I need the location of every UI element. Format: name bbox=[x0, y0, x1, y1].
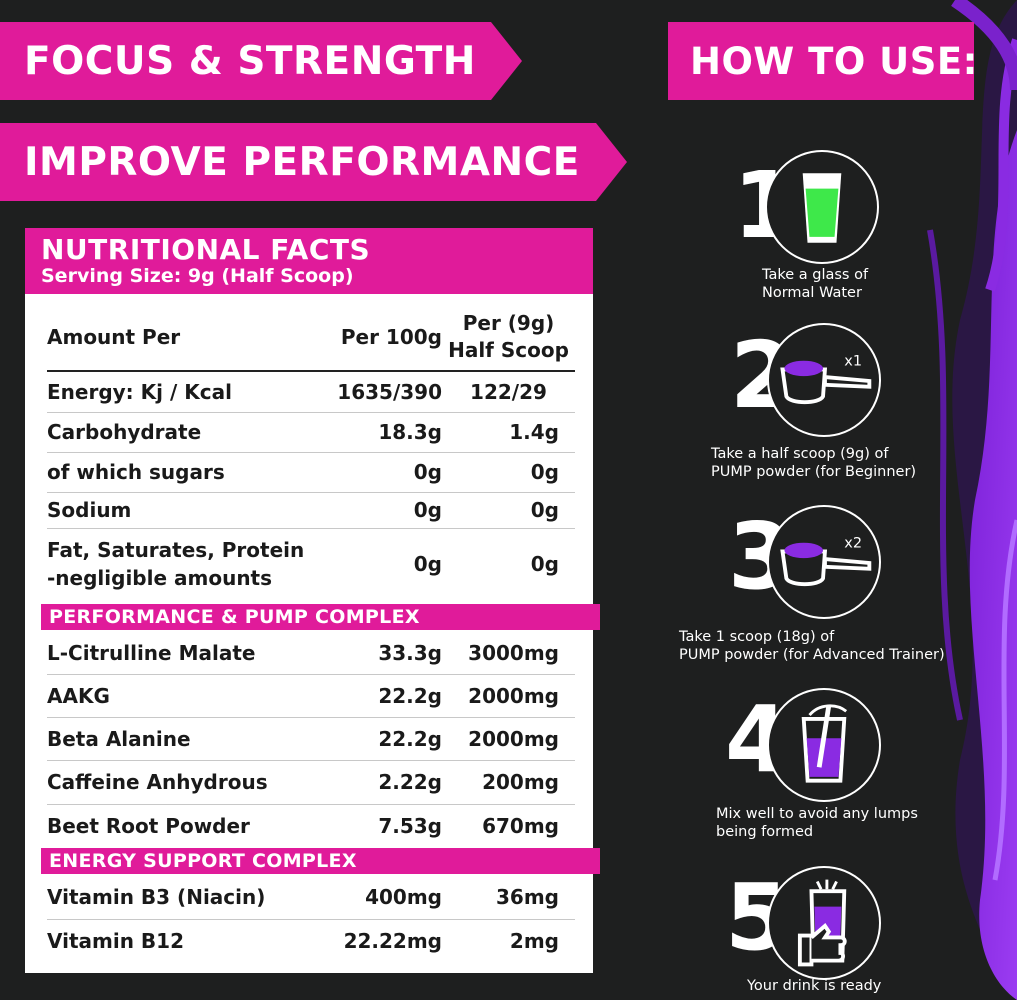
svg-text:x2: x2 bbox=[844, 536, 862, 552]
row-per100: 2.22g bbox=[378, 770, 442, 794]
row-per9: 0g bbox=[530, 498, 559, 522]
row-name: of which sugars bbox=[47, 460, 225, 484]
row-per9: 1.4g bbox=[509, 420, 559, 444]
row-per100: 22.2g bbox=[378, 726, 442, 751]
step-3-line1: Take 1 scoop (18g) of bbox=[679, 629, 835, 645]
table-header-row: Amount Per Per 100g Per (9g) Half Scoop bbox=[47, 304, 575, 372]
header-amount-per: Amount Per bbox=[47, 325, 181, 349]
row-per100: 400mg bbox=[365, 884, 442, 909]
row-per9: 0g bbox=[530, 552, 559, 576]
row-per100: 22.22mg bbox=[343, 929, 442, 953]
improve-performance-banner: IMPROVE PERFORMANCE bbox=[0, 123, 627, 201]
table-row: Beet Root Powder 7.53g 670mg bbox=[47, 804, 575, 848]
row-per9: 0g bbox=[530, 460, 559, 484]
table-row: of which sugars 0g 0g bbox=[47, 452, 575, 493]
facts-title: NUTRITIONAL FACTS bbox=[41, 233, 371, 266]
table-row: Beta Alanine 22.2g 2000mg bbox=[47, 717, 575, 761]
scoop-icon: x2 bbox=[767, 505, 881, 619]
header-per-100g: Per 100g bbox=[340, 325, 442, 349]
step-1-text: Take a glass of Normal Water bbox=[762, 266, 868, 302]
row-name: Beet Root Powder bbox=[47, 814, 250, 838]
row-per9: 2000mg bbox=[468, 726, 559, 751]
focus-strength-banner: FOCUS & STRENGTH bbox=[0, 22, 522, 100]
row-per100: 33.3g bbox=[378, 641, 442, 665]
scoop-icon: x1 bbox=[767, 323, 881, 437]
row-per100: 1635/390 bbox=[337, 380, 442, 404]
step-2-line2: PUMP powder (for Beginner) bbox=[711, 464, 917, 480]
row-per100: 0g bbox=[413, 552, 442, 576]
how-to-use-banner: HOW TO USE: bbox=[668, 22, 977, 100]
row-name: Vitamin B3 (Niacin) bbox=[47, 884, 266, 909]
step-3-line2: PUMP powder (for Advanced Trainer) bbox=[679, 647, 945, 663]
step-1-line2: Normal Water bbox=[762, 285, 862, 301]
row-per100: 18.3g bbox=[378, 420, 442, 444]
row-per100: 0g bbox=[413, 498, 442, 522]
improve-performance-text: IMPROVE PERFORMANCE bbox=[24, 139, 580, 185]
thumbs-up-drink-icon bbox=[767, 866, 881, 980]
header-per-9g: Per (9g) Half Scoop bbox=[442, 304, 575, 370]
row-per100: 0g bbox=[413, 460, 442, 484]
step-1-line1: Take a glass of bbox=[762, 267, 869, 283]
row-name: Caffeine Anhydrous bbox=[47, 770, 268, 794]
mixing-glass-icon bbox=[767, 688, 881, 802]
facts-header: NUTRITIONAL FACTS Serving Size: 9g (Half… bbox=[25, 228, 593, 294]
step-5-line1: Your drink is ready bbox=[747, 978, 882, 994]
table-row: Vitamin B3 (Niacin) 400mg 36mg bbox=[47, 874, 575, 920]
row-name: AAKG bbox=[47, 683, 110, 708]
svg-text:x1: x1 bbox=[844, 354, 862, 370]
row-per100: 7.53g bbox=[378, 814, 442, 838]
focus-strength-text: FOCUS & STRENGTH bbox=[24, 38, 476, 84]
row-name: Carbohydrate bbox=[47, 420, 202, 444]
row-per9: 670mg bbox=[482, 814, 559, 838]
step-2-line1: Take a half scoop (9g) of bbox=[711, 446, 889, 462]
row-per100: 22.2g bbox=[378, 683, 442, 708]
row-per9: 200mg bbox=[482, 770, 559, 794]
row-per9: 2mg bbox=[509, 929, 559, 953]
step-5-text: Your drink is ready bbox=[747, 977, 881, 995]
row-name: Energy: Kj / Kcal bbox=[47, 380, 232, 404]
table-row: AAKG 22.2g 2000mg bbox=[47, 674, 575, 718]
section-energy-support: ENERGY SUPPORT COMPLEX bbox=[41, 848, 600, 874]
step-4-line2: being formed bbox=[716, 824, 814, 840]
water-glass-icon bbox=[765, 150, 879, 264]
header-per-9g-line1: Per (9g) bbox=[462, 311, 555, 335]
row-name: Fat, Saturates, Protein -negligible amou… bbox=[47, 538, 305, 590]
step-4-line1: Mix well to avoid any lumps bbox=[716, 806, 918, 822]
row-per9: 3000mg bbox=[468, 641, 559, 665]
table-row: Carbohydrate 18.3g 1.4g bbox=[47, 412, 575, 453]
table-row: Vitamin B12 22.22mg 2mg bbox=[47, 919, 575, 963]
table-row: Energy: Kj / Kcal 1635/390 122/29 bbox=[47, 372, 575, 413]
row-name: L-Citrulline Malate bbox=[47, 641, 256, 665]
row-name: Beta Alanine bbox=[47, 726, 191, 751]
row-per9: 36mg bbox=[496, 884, 559, 909]
section-performance-pump: PERFORMANCE & PUMP COMPLEX bbox=[41, 604, 600, 630]
table-row: Sodium 0g 0g bbox=[47, 492, 575, 529]
header-per-9g-line2: Half Scoop bbox=[448, 338, 569, 362]
row-name: Sodium bbox=[47, 498, 132, 522]
nutrition-facts-panel: NUTRITIONAL FACTS Serving Size: 9g (Half… bbox=[25, 228, 600, 973]
table-row: L-Citrulline Malate 33.3g 3000mg bbox=[47, 632, 575, 675]
how-to-use-text: HOW TO USE: bbox=[690, 39, 978, 83]
row-per9: 122/29 bbox=[470, 380, 547, 404]
serving-size: Serving Size: 9g (Half Scoop) bbox=[41, 265, 354, 287]
row-name: Vitamin B12 bbox=[47, 929, 185, 953]
row-per9: 2000mg bbox=[468, 683, 559, 708]
step-3-text: Take 1 scoop (18g) of PUMP powder (for A… bbox=[679, 628, 945, 664]
step-2-text: Take a half scoop (9g) of PUMP powder (f… bbox=[711, 445, 916, 481]
table-row: Caffeine Anhydrous 2.22g 200mg bbox=[47, 760, 575, 805]
table-row: Fat, Saturates, Protein -negligible amou… bbox=[47, 530, 575, 598]
step-4-text: Mix well to avoid any lumps being formed bbox=[716, 805, 918, 841]
